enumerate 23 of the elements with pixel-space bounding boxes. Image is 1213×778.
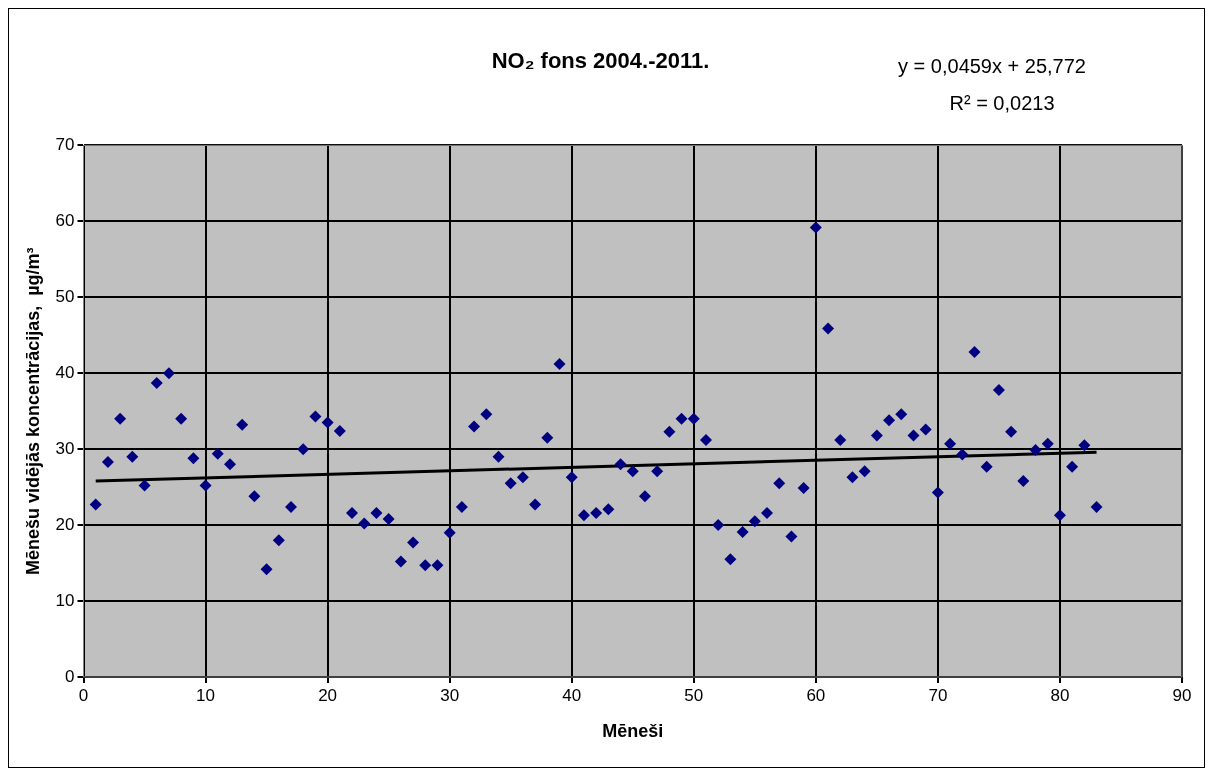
y-tick-label: 40 (55, 362, 75, 382)
x-tick-label: 0 (78, 685, 89, 705)
x-tick-label: 70 (928, 685, 948, 705)
y-tick-label: 60 (55, 211, 75, 231)
x-tick-label: 20 (318, 685, 338, 705)
y-axis-title: Mēnešu vidējās koncentrācijas, µg/m³ (22, 247, 43, 575)
x-tick-label: 90 (1172, 685, 1192, 705)
text: y = 0,0459x + 25,772 (898, 54, 1086, 77)
y-tick-label: 50 (55, 286, 75, 306)
x-tick-label: 80 (1050, 685, 1070, 705)
x-axis-title: Mēneši (602, 721, 664, 742)
x-tick-label: 50 (684, 685, 704, 705)
x-tick-label: 40 (562, 685, 582, 705)
x-tick-label: 10 (196, 685, 216, 705)
x-tick-label: 30 (440, 685, 460, 705)
y-tick-label: 70 (55, 135, 75, 155)
chart-title: NO₂ fons 2004.-2011. (491, 48, 710, 74)
x-tick-label: 60 (806, 685, 826, 705)
y-tick-label: 20 (55, 514, 75, 534)
text: R² = 0,0213 (949, 91, 1055, 114)
y-tick-label: 30 (55, 438, 75, 458)
y-tick-label: 10 (55, 590, 75, 610)
y-tick-label: 0 (65, 666, 75, 686)
